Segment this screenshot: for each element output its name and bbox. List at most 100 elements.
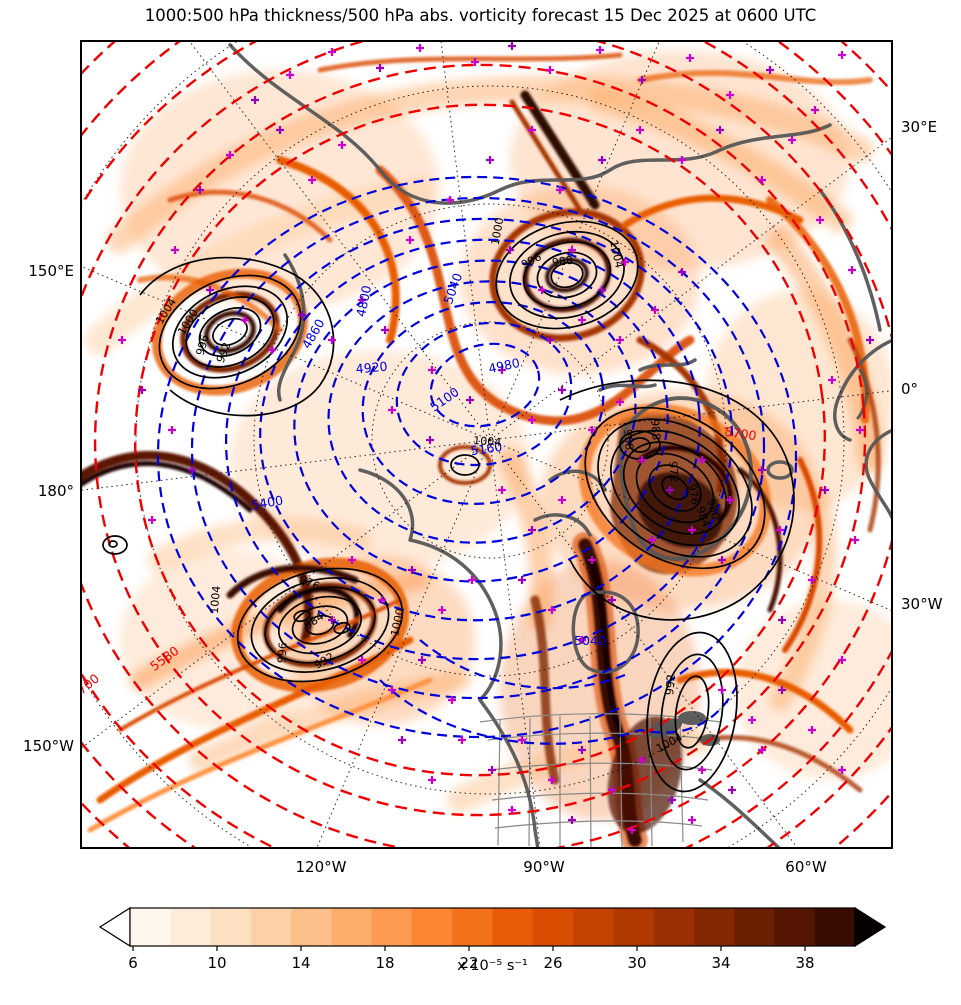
vorticity-max-marker: [588, 556, 596, 564]
map-plot-area: 5400 4920 4800 4860 4980 5040 5040 5100 5160 5580…: [80, 40, 893, 849]
vorticity-max-marker: [558, 496, 566, 504]
vorticity-max-marker: [838, 656, 846, 664]
vorticity-max-marker: [698, 456, 706, 464]
colorbar-ticks: 6 10 14 18 22 26 30 34 38: [128, 946, 815, 972]
vorticity-max-marker: [718, 686, 726, 694]
vorticity-max-marker: [508, 42, 516, 50]
vorticity-max-marker: [688, 816, 696, 824]
vorticity-max-marker: [188, 466, 196, 474]
vorticity-max-marker: [376, 64, 384, 72]
colorbar-tick-label: 22: [459, 954, 478, 972]
contour-label: 4920: [355, 359, 388, 377]
vorticity-max-marker: [578, 636, 586, 644]
vorticity-max-marker: [638, 456, 646, 464]
vorticity-max-marker: [596, 46, 604, 54]
vorticity-max-marker: [686, 54, 694, 62]
vorticity-max-marker: [766, 66, 774, 74]
colorbar-tick-label: 30: [627, 954, 646, 972]
vorticity-max-marker: [468, 576, 476, 584]
vorticity-max-marker: [148, 516, 156, 524]
vorticity-max-marker: [446, 196, 454, 204]
vorticity-max-marker: [678, 156, 686, 164]
vorticity-max-marker: [726, 496, 734, 504]
colorbar-tick-label: 26: [543, 954, 562, 972]
vorticity-max-marker: [298, 311, 306, 319]
vorticity-max-marker: [608, 596, 616, 604]
vorticity-max-marker: [518, 736, 526, 744]
vorticity-max-marker: [398, 736, 406, 744]
contour-label: 968: [621, 429, 636, 451]
vorticity-max-marker: [328, 616, 336, 624]
vorticity-max-markers: [118, 42, 874, 834]
axis-label: 90°W: [523, 858, 565, 876]
vorticity-max-marker: [506, 246, 514, 254]
colorbar-tick-label: 14: [291, 954, 310, 972]
vorticity-max-marker: [648, 536, 656, 544]
vorticity-max-marker: [866, 336, 874, 344]
vorticity-max-marker: [728, 786, 736, 794]
vorticity-max-marker: [138, 386, 146, 394]
vorticity-max-marker: [328, 48, 336, 56]
contour-label: 980: [704, 497, 722, 521]
contour-label: 1000: [388, 607, 407, 637]
vorticity-max-marker: [588, 426, 596, 434]
vorticity-max-marker: [778, 616, 786, 624]
axis-label: 120°W: [295, 858, 347, 876]
vorticity-max-marker: [498, 366, 506, 374]
vorticity-max-marker: [811, 106, 819, 114]
vorticity-max-marker: [196, 186, 204, 194]
vorticity-max-marker: [556, 186, 564, 194]
vorticity-max-marker: [276, 126, 284, 134]
contour-label: 5400: [250, 492, 284, 512]
vorticity-max-marker: [758, 746, 766, 754]
axis-label: 180°: [37, 482, 74, 500]
contour-label: 1004: [208, 585, 223, 614]
contour-label: 988: [648, 419, 663, 441]
axis-label: 0°: [901, 380, 919, 398]
vorticity-max-marker: [636, 126, 644, 134]
vorticity-max-marker: [608, 786, 616, 794]
contour-label: 972: [666, 461, 681, 483]
vorticity-max-marker: [438, 606, 446, 614]
vorticity-max-marker: [418, 656, 426, 664]
vorticity-max-marker: [828, 376, 836, 384]
vorticity-max-marker: [688, 526, 696, 534]
vorticity-max-marker: [471, 58, 479, 66]
contour-label: 988: [551, 254, 574, 270]
colorbar-tick-label: 6: [128, 954, 138, 972]
vorticity-max-marker: [406, 236, 414, 244]
contour-label: 5040: [574, 633, 606, 648]
colorbar-tick-label: 38: [795, 954, 814, 972]
contour-label: 1004: [473, 434, 502, 449]
thickness-contours-blue: [156, 175, 798, 745]
vorticity-max-marker: [558, 386, 566, 394]
vorticity-max-marker: [698, 766, 706, 774]
vorticity-max-marker: [851, 536, 859, 544]
vorticity-max-marker: [171, 246, 179, 254]
vorticity-max-marker: [638, 76, 646, 84]
vorticity-max-marker: [816, 216, 824, 224]
vorticity-max-marker: [856, 426, 864, 434]
vorticity-max-marker: [466, 396, 474, 404]
vorticity-max-marker: [718, 556, 726, 564]
vorticity-max-marker: [378, 596, 386, 604]
vorticity-max-marker: [726, 91, 734, 99]
vorticity-max-marker: [168, 426, 176, 434]
vorticity-max-marker: [548, 606, 556, 614]
contour-label: 4980: [487, 355, 521, 376]
colorbar-tick-label: 10: [207, 954, 226, 972]
vorticity-max-marker: [251, 96, 259, 104]
axis-label: 30°W: [901, 595, 943, 613]
vorticity-max-marker: [616, 398, 624, 406]
vorticity-max-marker: [838, 51, 846, 59]
vorticity-max-marker: [568, 246, 576, 254]
vorticity-max-marker: [808, 726, 816, 734]
contour-label: 5160: [470, 439, 504, 458]
vorticity-max-marker: [548, 776, 556, 784]
vorticity-max-marker: [808, 576, 816, 584]
vorticity-max-marker: [748, 716, 756, 724]
contour-label: 996: [194, 333, 212, 357]
vorticity-max-marker: [578, 316, 586, 324]
vorticity-max-marker: [426, 436, 434, 444]
